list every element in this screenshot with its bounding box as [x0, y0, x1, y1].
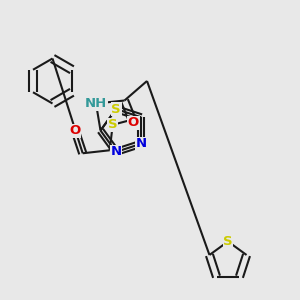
Text: NH: NH [85, 97, 107, 110]
Text: O: O [128, 116, 139, 130]
Text: S: S [223, 235, 233, 248]
Text: O: O [70, 124, 81, 137]
Text: S: S [108, 118, 118, 131]
Text: N: N [136, 137, 147, 150]
Text: N: N [110, 146, 122, 158]
Text: S: S [111, 103, 121, 116]
